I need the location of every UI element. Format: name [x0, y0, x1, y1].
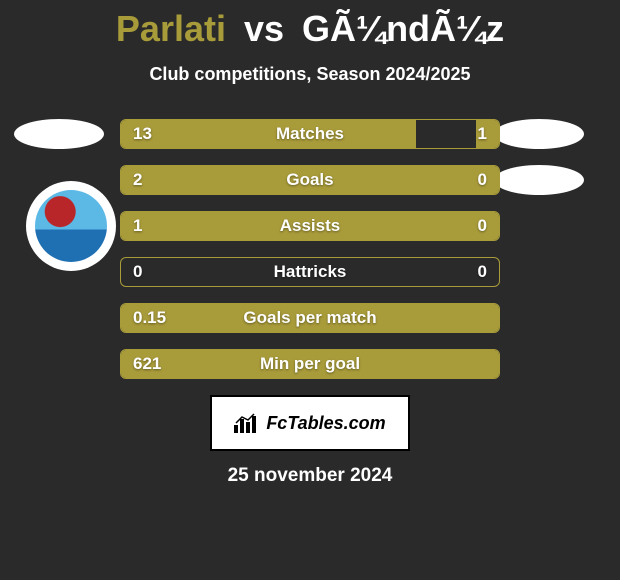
- date-text: 25 november 2024: [0, 465, 620, 487]
- fctables-logo-icon: [234, 413, 260, 433]
- stat-bar-label: Goals per match: [121, 308, 499, 328]
- stat-bar-row: Matches13 1: [120, 119, 500, 149]
- stat-bar-track: Matches13 1: [120, 119, 500, 149]
- stat-bar-left-value: 621: [133, 354, 161, 374]
- stat-bar-left-value: 2: [133, 170, 142, 190]
- comparison-content: Matches131Goals20Assists10Hattricks00Goa…: [0, 119, 620, 487]
- stat-bar-label: Assists: [121, 216, 499, 236]
- stat-bar-right-value: 1: [478, 124, 487, 144]
- player2-badge-placeholder: [494, 119, 584, 149]
- stat-bar-row: Goals per match0.15: [120, 303, 500, 333]
- stat-bar-track: Min per goal621: [120, 349, 500, 379]
- player2-badge-placeholder-2: [494, 165, 584, 195]
- attribution-box: FcTables.com: [210, 395, 410, 451]
- stat-bar-row: Goals2 0: [120, 165, 500, 195]
- player1-club-crest: [26, 181, 116, 271]
- stat-bar-left-value: 1: [133, 216, 142, 236]
- stat-bar-label: Goals: [121, 170, 499, 190]
- stat-bar-left-value: 13: [133, 124, 152, 144]
- club-crest-icon: [35, 190, 107, 262]
- stat-bars: Matches131Goals20Assists10Hattricks00Goa…: [120, 119, 500, 379]
- stat-bar-track: Goals2 0: [120, 165, 500, 195]
- stat-bar-track: Assists1 0: [120, 211, 500, 241]
- stat-bar-track: Hattricks0 0: [120, 257, 500, 287]
- stat-bar-row: Hattricks0 0: [120, 257, 500, 287]
- page-title: Parlati vs GÃ¼ndÃ¼z: [0, 0, 620, 50]
- player1-badge-placeholder: [14, 119, 104, 149]
- stat-bar-label: Matches: [121, 124, 499, 144]
- stat-bar-right-value: 0: [478, 262, 487, 282]
- vs-text: vs: [244, 8, 284, 49]
- stat-bar-right-value: 0: [478, 216, 487, 236]
- player2-name: GÃ¼ndÃ¼z: [302, 8, 504, 49]
- stat-bar-left-value: 0: [133, 262, 142, 282]
- stat-bar-label: Hattricks: [121, 262, 499, 282]
- stat-bar-row: Min per goal621: [120, 349, 500, 379]
- attribution-text: FcTables.com: [266, 413, 385, 434]
- stat-bar-left-value: 0.15: [133, 308, 166, 328]
- stat-bar-track: Goals per match0.15: [120, 303, 500, 333]
- subtitle: Club competitions, Season 2024/2025: [0, 64, 620, 85]
- stat-bar-right-value: 0: [478, 170, 487, 190]
- stat-bar-label: Min per goal: [121, 354, 499, 374]
- stat-bar-row: Assists1 0: [120, 211, 500, 241]
- player1-name: Parlati: [116, 8, 226, 49]
